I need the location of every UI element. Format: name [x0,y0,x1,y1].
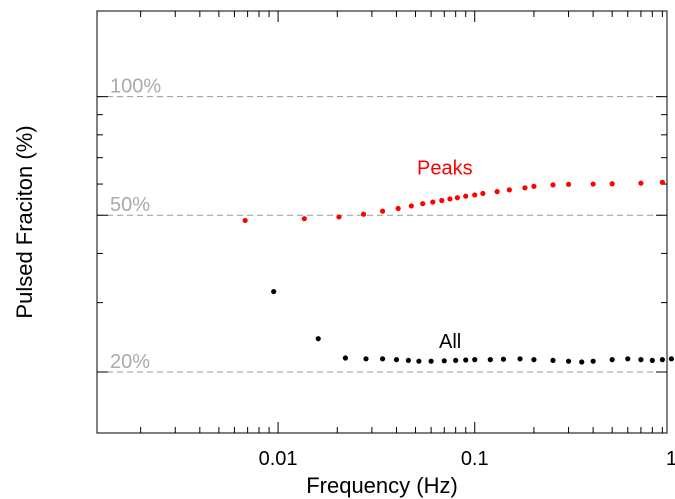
point-peaks [609,181,615,187]
point-peaks [408,203,414,209]
point-all [517,356,523,362]
point-peaks [430,199,436,205]
reference-lines: 100% 50% 20% [97,76,667,373]
y-axis-label: Pulsed Fraciton (%) [12,125,37,318]
point-peaks [506,187,512,193]
point-peaks [439,197,445,204]
point-all [393,357,400,363]
point-peaks [379,208,386,214]
point-peaks [242,217,248,224]
peaks-series-label: Peaks [417,158,473,180]
point-peaks [301,216,307,222]
point-all [550,357,556,364]
point-peaks [463,193,469,199]
point-all [531,357,537,363]
data-points [242,179,674,365]
point-peaks [531,183,537,189]
point-peaks [336,214,342,220]
point-all [659,357,665,363]
point-peaks [565,181,572,187]
point-all [668,356,674,362]
point-all [416,358,422,364]
point-all [609,357,615,363]
point-peaks [360,211,367,217]
x-tick-label: 0.01 [259,448,298,470]
x-tick-labels: 0.01 0.1 1 [259,448,675,470]
point-peaks [447,196,453,202]
point-peaks [659,179,665,185]
point-all [579,359,585,365]
point-all [405,357,412,364]
x-tick-label: 1 [666,448,675,470]
x-tick-label: 0.1 [461,448,489,470]
point-peaks [590,181,596,187]
point-all [649,357,655,364]
point-peaks [420,201,426,207]
point-all [428,358,434,364]
point-all [363,356,369,362]
series-all [271,288,674,365]
point-all [638,357,644,363]
point-all [441,358,447,364]
all-series-label: All [439,331,461,353]
point-all [379,356,386,362]
reference-line-label: 50% [110,194,150,216]
plot-frame [96,10,668,434]
point-peaks [522,185,528,191]
point-peaks [454,195,460,201]
point-all [453,357,459,364]
point-peaks [480,190,486,197]
point-all [271,288,277,295]
point-all [500,356,507,362]
series-peaks [242,179,665,224]
axis-ticks [97,11,667,433]
point-peaks [550,182,556,188]
point-all [315,336,321,342]
reference-line-label: 20% [110,351,150,373]
point-all [625,356,631,362]
point-peaks [395,205,401,212]
x-axis-label: Frequency (Hz) [306,473,458,498]
point-all [487,357,493,363]
point-all [590,358,596,364]
point-all [472,357,478,363]
point-all [565,358,572,364]
reference-line-label: 100% [110,76,161,98]
point-peaks [494,189,500,195]
point-all [342,355,349,361]
point-peaks [472,192,478,198]
point-all [463,357,469,363]
point-peaks [638,180,644,186]
